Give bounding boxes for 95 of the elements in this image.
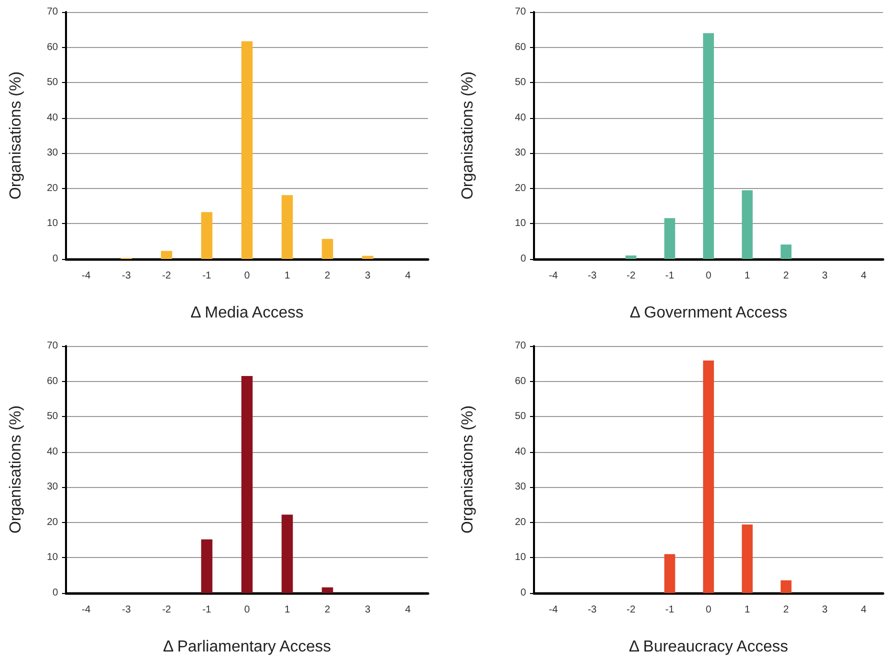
x-tick-label: 0 [706, 604, 712, 615]
bar [201, 538, 212, 592]
y-tick-label: 0 [52, 587, 58, 598]
x-tick-label: 2 [324, 604, 331, 615]
x-tick-label: -2 [626, 604, 636, 615]
y-tick-label: 0 [52, 254, 58, 264]
x-axis-title: Δ Parliamentary Access [162, 638, 332, 655]
y-axis-title: Organisations (%) [460, 404, 476, 534]
x-tick-label: 0 [244, 604, 250, 615]
x-tick-label: 2 [324, 270, 331, 282]
y-tick-label: 10 [514, 218, 526, 230]
bar [703, 360, 714, 592]
y-tick-label: 60 [46, 375, 58, 386]
y-tick-label: 40 [514, 446, 526, 457]
y-tick-label: 40 [514, 112, 526, 124]
bar [322, 586, 334, 592]
bar [241, 375, 253, 592]
y-axis-title: Organisations (%) [460, 71, 476, 200]
y-tick-label: 70 [514, 6, 526, 18]
y-tick-label: 20 [514, 516, 526, 528]
bar [664, 218, 676, 259]
x-tick-label: 1 [744, 604, 750, 615]
x-axis-title: Δ Government Access [630, 304, 788, 322]
y-axis-title: Organisations (%) [8, 404, 24, 534]
x-tick-label: 3 [364, 270, 371, 282]
y-tick-label: 20 [46, 516, 58, 528]
y-tick-label: 0 [520, 254, 526, 264]
y-axis-title: Organisations (%) [8, 71, 24, 200]
x-tick-label: -4 [82, 270, 91, 282]
bar [282, 195, 293, 259]
y-tick-label: 0 [520, 587, 526, 598]
y-tick-label: 60 [514, 42, 526, 53]
x-tick-label: 4 [860, 270, 867, 282]
x-tick-label: 3 [364, 604, 371, 615]
y-tick-label: 40 [46, 112, 58, 124]
x-tick-label: -2 [162, 270, 172, 282]
y-tick-label: 30 [514, 148, 526, 159]
x-tick-label: 4 [405, 604, 412, 615]
y-tick-label: 50 [46, 77, 58, 88]
bar [201, 212, 212, 259]
bar [780, 244, 792, 259]
x-tick-label: 2 [783, 604, 790, 615]
x-tick-label: -2 [626, 270, 636, 282]
x-axis-title: Δ Media Access [190, 304, 304, 322]
x-tick-label: 3 [822, 604, 828, 615]
x-tick-label: 0 [706, 270, 712, 282]
y-tick-label: 10 [46, 218, 58, 230]
x-tick-label: -3 [588, 270, 598, 282]
x-tick-label: 1 [284, 270, 290, 282]
y-tick-label: 10 [514, 552, 526, 563]
bar [362, 256, 374, 259]
bar [241, 41, 253, 259]
bar [664, 554, 676, 592]
x-tick-label: -1 [202, 270, 212, 282]
x-tick-label: -1 [665, 270, 675, 282]
x-tick-label: -3 [122, 270, 132, 282]
y-tick-label: 20 [46, 182, 58, 194]
bar [626, 255, 636, 259]
x-tick-label: -2 [162, 604, 172, 615]
y-tick-label: 50 [514, 77, 526, 88]
y-tick-label: 70 [46, 340, 58, 351]
x-tick-label: -4 [82, 604, 91, 615]
x-tick-label: 0 [244, 270, 250, 282]
bar [703, 33, 714, 259]
bar [322, 238, 334, 259]
y-tick-label: 60 [46, 42, 58, 53]
y-tick-label: 30 [514, 481, 526, 492]
x-tick-label: -4 [548, 604, 558, 615]
x-tick-label: 4 [405, 270, 412, 282]
y-tick-label: 20 [514, 182, 526, 194]
y-tick-label: 30 [46, 481, 58, 492]
x-tick-label: 1 [744, 270, 750, 282]
x-tick-label: -3 [588, 604, 598, 615]
y-tick-label: 50 [514, 410, 526, 422]
y-tick-label: 30 [46, 148, 58, 159]
x-axis-title: Δ Bureaucracy Access [628, 638, 788, 655]
y-tick-label: 70 [46, 6, 58, 18]
bar [742, 524, 753, 592]
y-tick-label: 60 [514, 375, 526, 386]
x-tick-label: -1 [665, 604, 675, 615]
x-tick-label: 3 [822, 270, 828, 282]
y-tick-label: 10 [46, 552, 58, 563]
bar [282, 514, 293, 592]
bar [160, 250, 172, 259]
x-tick-label: 4 [860, 604, 867, 615]
x-tick-label: -4 [548, 270, 558, 282]
y-tick-label: 50 [46, 410, 58, 422]
x-tick-label: -1 [202, 604, 212, 615]
y-tick-label: 70 [514, 340, 526, 351]
x-tick-label: -3 [122, 604, 132, 615]
x-tick-label: 2 [783, 270, 790, 282]
bar [780, 580, 792, 592]
x-tick-label: 1 [284, 604, 290, 615]
y-tick-label: 40 [46, 446, 58, 457]
bar [742, 190, 753, 259]
